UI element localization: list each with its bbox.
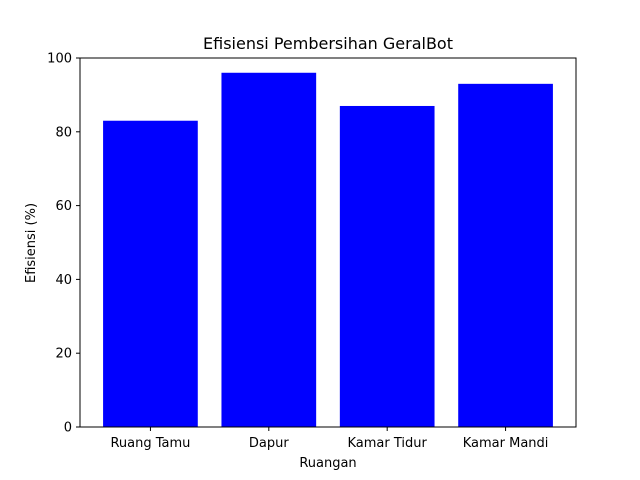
plot-frame (79, 57, 577, 428)
bars-group (103, 72, 553, 427)
y-axis: 0 20 40 60 80 100 (47, 52, 80, 436)
y-tick-label: 60 (55, 199, 72, 214)
chart-title: Efisiensi Pembersihan GeralBot (203, 34, 453, 53)
y-axis-label: Efisiensi (%) (24, 203, 39, 283)
y-tick-label: 100 (47, 52, 72, 67)
x-tick-label: Kamar Mandi (463, 436, 549, 451)
bar-ruang-tamu (103, 120, 198, 427)
x-tick-label: Dapur (249, 436, 289, 451)
plot-area (79, 57, 577, 428)
y-tick-label: 20 (55, 347, 72, 362)
x-tick-label: Ruang Tamu (110, 436, 190, 451)
x-axis-label: Ruangan (299, 456, 356, 471)
x-axis: Ruang Tamu Dapur Kamar Tidur Kamar Mandi (110, 427, 548, 451)
bar-dapur (221, 72, 317, 427)
y-tick-label: 80 (55, 125, 72, 140)
bar-kamar-tidur (339, 105, 435, 427)
y-tick-label: 0 (64, 421, 72, 436)
x-tick-label: Kamar Tidur (348, 436, 428, 451)
bar-kamar-mandi (458, 83, 553, 427)
y-tick-label: 40 (55, 273, 72, 288)
